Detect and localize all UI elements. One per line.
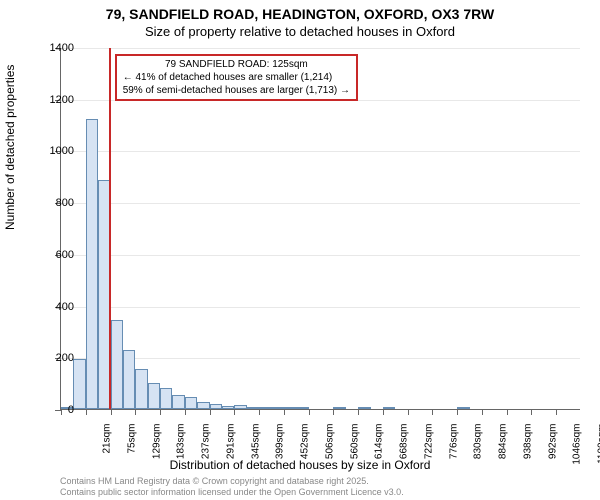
gridline <box>61 151 580 152</box>
x-tick-label: 129sqm <box>151 424 162 474</box>
x-tick-label: 668sqm <box>399 424 410 474</box>
histogram-bar <box>383 407 395 409</box>
x-tick-label: 237sqm <box>201 424 212 474</box>
y-tick-label: 1000 <box>34 145 74 157</box>
x-tick-label: 21sqm <box>102 424 113 474</box>
y-tick-label: 1200 <box>34 94 74 106</box>
chart-container: 79, SANDFIELD ROAD, HEADINGTON, OXFORD, … <box>0 0 600 500</box>
x-tick <box>284 409 285 415</box>
x-tick <box>135 409 136 415</box>
gridline <box>61 203 580 204</box>
histogram-bar <box>135 369 147 409</box>
x-tick <box>507 409 508 415</box>
histogram-bar <box>73 359 85 409</box>
histogram-bar <box>247 407 259 409</box>
plot-area: 79 SANDFIELD ROAD: 125sqm← 41% of detach… <box>60 48 580 410</box>
x-tick <box>432 409 433 415</box>
x-tick <box>160 409 161 415</box>
annotation-box: 79 SANDFIELD ROAD: 125sqm← 41% of detach… <box>115 54 358 101</box>
annotation-line: ← 41% of detached houses are smaller (1,… <box>123 71 350 84</box>
x-tick <box>333 409 334 415</box>
histogram-bar <box>284 407 296 409</box>
histogram-bar <box>197 402 209 409</box>
x-tick <box>309 409 310 415</box>
x-tick-label: 452sqm <box>300 424 311 474</box>
x-tick <box>86 409 87 415</box>
x-tick-label: 506sqm <box>324 424 335 474</box>
histogram-bar <box>123 350 135 409</box>
x-tick <box>531 409 532 415</box>
x-tick-label: 291sqm <box>225 424 236 474</box>
histogram-bar <box>234 405 246 409</box>
y-tick-label: 600 <box>34 249 74 261</box>
y-tick-label: 1400 <box>34 42 74 54</box>
x-tick-label: 183sqm <box>176 424 187 474</box>
annotation-line: 59% of semi-detached houses are larger (… <box>123 84 350 97</box>
footer-attribution: Contains HM Land Registry data © Crown c… <box>60 476 404 498</box>
x-tick-label: 560sqm <box>349 424 360 474</box>
histogram-bar <box>222 406 234 409</box>
gridline <box>61 48 580 49</box>
x-tick-label: 776sqm <box>448 424 459 474</box>
histogram-bar <box>296 407 308 409</box>
x-tick-label: 345sqm <box>250 424 261 474</box>
x-tick-label: 722sqm <box>423 424 434 474</box>
x-tick <box>259 409 260 415</box>
histogram-bar <box>333 407 345 409</box>
x-tick <box>210 409 211 415</box>
x-tick <box>408 409 409 415</box>
x-tick <box>457 409 458 415</box>
histogram-bar <box>259 407 271 409</box>
y-tick-label: 800 <box>34 197 74 209</box>
x-tick <box>556 409 557 415</box>
gridline <box>61 307 580 308</box>
histogram-bar <box>358 407 370 409</box>
y-tick-label: 200 <box>34 352 74 364</box>
chart-title-main: 79, SANDFIELD ROAD, HEADINGTON, OXFORD, … <box>0 6 600 22</box>
x-tick-label: 830sqm <box>473 424 484 474</box>
histogram-bar <box>185 397 197 409</box>
annotation-line: 79 SANDFIELD ROAD: 125sqm <box>123 58 350 71</box>
x-tick <box>383 409 384 415</box>
x-tick <box>482 409 483 415</box>
x-tick-label: 75sqm <box>126 424 137 474</box>
x-tick <box>358 409 359 415</box>
histogram-bar <box>111 320 123 409</box>
histogram-bar <box>148 383 160 409</box>
x-tick-label: 614sqm <box>374 424 385 474</box>
histogram-bar <box>210 404 222 409</box>
footer-line-1: Contains HM Land Registry data © Crown c… <box>60 476 404 487</box>
marker-line <box>109 48 111 409</box>
histogram-bar <box>160 388 172 409</box>
x-tick-label: 399sqm <box>275 424 286 474</box>
gridline <box>61 358 580 359</box>
histogram-bar <box>172 395 184 409</box>
histogram-bar <box>271 407 283 409</box>
x-tick <box>234 409 235 415</box>
y-axis-title: Number of detached properties <box>3 65 17 230</box>
y-tick-label: 0 <box>34 404 74 416</box>
x-tick-label: 1046sqm <box>572 424 583 474</box>
histogram-bar <box>457 407 469 409</box>
histogram-bar <box>86 119 98 409</box>
x-tick <box>111 409 112 415</box>
footer-line-2: Contains public sector information licen… <box>60 487 404 498</box>
x-tick-label: 884sqm <box>498 424 509 474</box>
y-tick-label: 400 <box>34 301 74 313</box>
x-tick <box>185 409 186 415</box>
x-tick-label: 938sqm <box>522 424 533 474</box>
gridline <box>61 255 580 256</box>
x-tick-label: 992sqm <box>547 424 558 474</box>
chart-title-sub: Size of property relative to detached ho… <box>0 24 600 39</box>
